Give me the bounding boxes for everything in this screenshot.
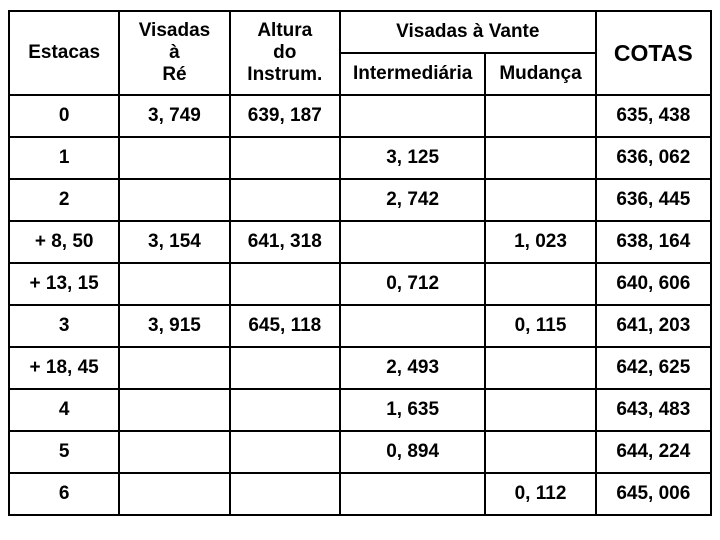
cell-cotas: 635, 438 (596, 95, 711, 137)
col-header-cotas: COTAS (596, 11, 711, 95)
cell-visadas-re (119, 389, 229, 431)
cell-visadas-re (119, 179, 229, 221)
cell-estacas: + 18, 45 (9, 347, 119, 389)
cell-mudanca (485, 389, 595, 431)
cell-cotas: 636, 062 (596, 137, 711, 179)
cell-altura-instrum (230, 179, 340, 221)
cell-altura-instrum (230, 389, 340, 431)
table-row: + 13, 15 0, 712 640, 606 (9, 263, 711, 305)
cell-estacas: 3 (9, 305, 119, 347)
cell-mudanca (485, 431, 595, 473)
table-row: 5 0, 894 644, 224 (9, 431, 711, 473)
header-text: Instrum. (247, 64, 322, 85)
table-row: 6 0, 112 645, 006 (9, 473, 711, 515)
cell-cotas: 636, 445 (596, 179, 711, 221)
cell-cotas: 638, 164 (596, 221, 711, 263)
col-header-altura-instrum: Altura do Instrum. (230, 11, 340, 95)
cell-intermediaria (340, 221, 485, 263)
cell-intermediaria (340, 305, 485, 347)
header-text: Ré (162, 64, 186, 85)
cell-altura-instrum (230, 473, 340, 515)
cell-estacas: 2 (9, 179, 119, 221)
cell-visadas-re: 3, 154 (119, 221, 229, 263)
cell-cotas: 641, 203 (596, 305, 711, 347)
table-row: 4 1, 635 643, 483 (9, 389, 711, 431)
cell-visadas-re (119, 431, 229, 473)
table-row: + 8, 50 3, 154 641, 318 1, 023 638, 164 (9, 221, 711, 263)
table-row: + 18, 45 2, 493 642, 625 (9, 347, 711, 389)
cell-intermediaria (340, 473, 485, 515)
col-header-estacas: Estacas (9, 11, 119, 95)
cell-estacas: 5 (9, 431, 119, 473)
cell-cotas: 640, 606 (596, 263, 711, 305)
cell-intermediaria: 1, 635 (340, 389, 485, 431)
cell-cotas: 644, 224 (596, 431, 711, 473)
cell-altura-instrum: 639, 187 (230, 95, 340, 137)
leveling-survey-table: Estacas Visadas à Ré Altura do Instrum. … (8, 10, 712, 516)
cell-altura-instrum (230, 263, 340, 305)
cell-altura-instrum: 645, 118 (230, 305, 340, 347)
cell-mudanca (485, 347, 595, 389)
cell-intermediaria: 0, 894 (340, 431, 485, 473)
cell-mudanca (485, 263, 595, 305)
cell-visadas-re: 3, 749 (119, 95, 229, 137)
cell-mudanca (485, 95, 595, 137)
table-row: 2 2, 742 636, 445 (9, 179, 711, 221)
cell-visadas-re (119, 137, 229, 179)
cell-altura-instrum (230, 431, 340, 473)
cell-visadas-re (119, 263, 229, 305)
table-row: 1 3, 125 636, 062 (9, 137, 711, 179)
col-header-visadas-vante: Visadas à Vante (340, 11, 596, 53)
header-text: à (169, 42, 180, 63)
cell-estacas: 1 (9, 137, 119, 179)
cell-mudanca: 0, 112 (485, 473, 595, 515)
table-row: 0 3, 749 639, 187 635, 438 (9, 95, 711, 137)
cell-altura-instrum (230, 347, 340, 389)
cell-estacas: 4 (9, 389, 119, 431)
cell-estacas: + 8, 50 (9, 221, 119, 263)
cell-mudanca: 0, 115 (485, 305, 595, 347)
cell-mudanca: 1, 023 (485, 221, 595, 263)
cell-estacas: + 13, 15 (9, 263, 119, 305)
col-header-visadas-re: Visadas à Ré (119, 11, 229, 95)
cell-altura-instrum: 641, 318 (230, 221, 340, 263)
header-text: Altura (257, 20, 312, 41)
cell-visadas-re (119, 473, 229, 515)
cell-mudanca (485, 137, 595, 179)
cell-intermediaria: 2, 742 (340, 179, 485, 221)
cell-intermediaria (340, 95, 485, 137)
cell-intermediaria: 3, 125 (340, 137, 485, 179)
cell-estacas: 6 (9, 473, 119, 515)
cell-altura-instrum (230, 137, 340, 179)
table-body: 0 3, 749 639, 187 635, 438 1 3, 125 636,… (9, 95, 711, 515)
cell-intermediaria: 0, 712 (340, 263, 485, 305)
header-text: Visadas (139, 20, 210, 41)
cell-cotas: 645, 006 (596, 473, 711, 515)
cell-cotas: 643, 483 (596, 389, 711, 431)
col-header-intermediaria: Intermediária (340, 53, 485, 95)
table-row: 3 3, 915 645, 118 0, 115 641, 203 (9, 305, 711, 347)
cell-intermediaria: 2, 493 (340, 347, 485, 389)
col-header-mudanca: Mudança (485, 53, 595, 95)
cell-estacas: 0 (9, 95, 119, 137)
cell-cotas: 642, 625 (596, 347, 711, 389)
header-text: do (273, 42, 296, 63)
cell-mudanca (485, 179, 595, 221)
cell-visadas-re: 3, 915 (119, 305, 229, 347)
cell-visadas-re (119, 347, 229, 389)
